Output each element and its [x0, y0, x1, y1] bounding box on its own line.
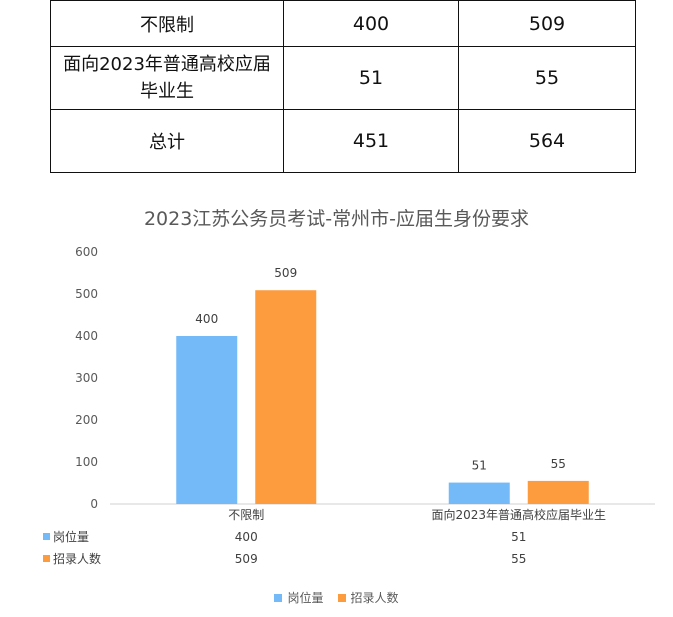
data-label: 509 — [274, 266, 297, 280]
y-tick-label: 600 — [75, 245, 98, 259]
data-label: 51 — [472, 459, 487, 473]
legend-item: 招录人数 — [337, 589, 399, 606]
y-tick-label: 200 — [75, 413, 98, 427]
table-cell: 不限制 — [50, 0, 284, 47]
bar — [527, 480, 589, 504]
chart-title: 2023江苏公务员考试-常州市-应届生身份要求 — [143, 208, 530, 230]
data-table-value: 51 — [511, 530, 526, 544]
data-table-value: 400 — [235, 530, 258, 544]
data-table-series-label: 招录人数 — [53, 551, 101, 566]
x-tick-label: 不限制 — [228, 508, 264, 522]
legend-swatch — [337, 593, 346, 602]
chart-legend: 岗位量 招录人数 — [0, 589, 673, 606]
table-row: 面向2023年普通高校应届毕业生 51 55 — [50, 46, 636, 110]
y-tick-label: 300 — [75, 371, 98, 385]
data-label: 55 — [551, 457, 566, 471]
x-tick-label: 面向2023年普通高校应届毕业生 — [431, 507, 606, 522]
table-cell: 564 — [458, 109, 636, 173]
bar — [255, 290, 317, 504]
table-cell: 面向2023年普通高校应届毕业生 — [50, 46, 284, 110]
table-cell: 总计 — [50, 109, 284, 173]
legend-item: 岗位量 — [274, 589, 324, 606]
table-cell: 400 — [283, 0, 459, 47]
legend-label: 招录人数 — [350, 591, 399, 605]
y-tick-label: 0 — [90, 497, 98, 511]
data-table-swatch — [43, 555, 50, 562]
table-cell: 451 — [283, 109, 459, 173]
data-table-value: 55 — [511, 552, 526, 566]
y-tick-label: 500 — [75, 287, 98, 301]
data-label: 400 — [195, 312, 218, 326]
bar — [176, 336, 238, 504]
legend-label: 岗位量 — [287, 591, 324, 605]
data-table-value: 509 — [235, 552, 258, 566]
data-table-swatch — [43, 533, 50, 540]
table-row: 不限制 400 509 — [50, 0, 636, 47]
y-tick-label: 100 — [75, 455, 98, 469]
bar — [448, 482, 510, 504]
legend-swatch — [274, 593, 283, 602]
table-row: 总计 451 564 — [50, 109, 636, 173]
summary-table: 不限制 400 509 面向2023年普通高校应届毕业生 51 55 总计 45… — [50, 0, 636, 173]
data-table-series-label: 岗位量 — [53, 529, 89, 544]
table-cell: 51 — [283, 46, 459, 110]
y-tick-label: 400 — [75, 329, 98, 343]
